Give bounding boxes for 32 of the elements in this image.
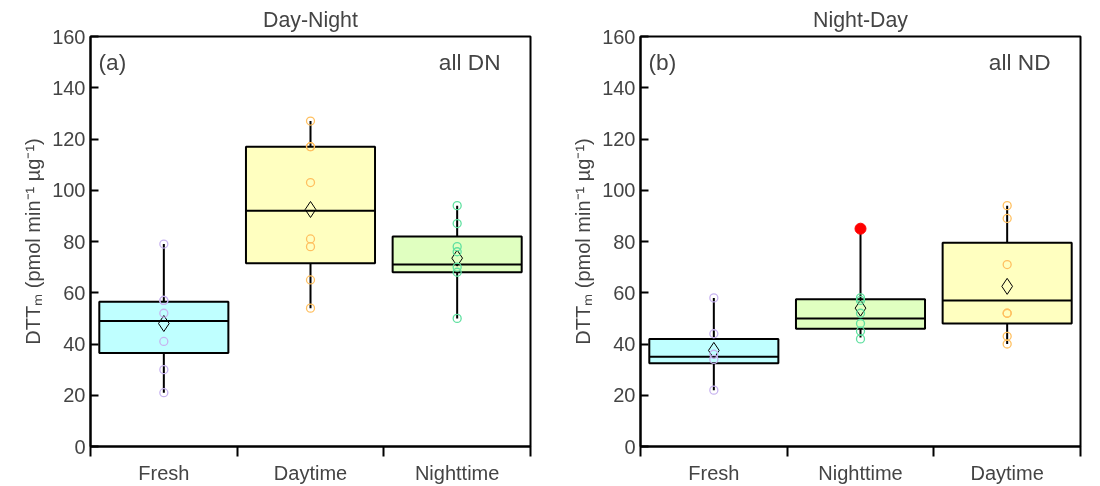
y-tick-label: 40: [613, 333, 636, 355]
y-tick-label: 120: [52, 128, 86, 150]
x-tick-label: Daytime: [970, 461, 1044, 484]
y-tick-label: 160: [602, 25, 636, 48]
x-tick-label: Nighttime: [414, 461, 500, 484]
y-tick-label: 120: [602, 128, 636, 150]
y-axis-title: DTTₘ (pmol min⁻¹ µg⁻¹): [22, 138, 45, 345]
annotation: all ND: [988, 48, 1051, 75]
y-tick-label: 40: [63, 333, 86, 355]
x-tick-label: Fresh: [688, 461, 740, 484]
y-tick-label: 100: [602, 179, 636, 202]
annotation: all DN: [438, 48, 501, 75]
annotation: (a): [98, 48, 127, 75]
y-tick-label: 0: [624, 435, 636, 458]
y-tick-label: 140: [602, 76, 636, 99]
y-tick-label: 140: [52, 76, 86, 99]
annotation: (b): [648, 48, 677, 75]
y-tick-label: 20: [63, 384, 86, 407]
x-tick-label: Fresh: [138, 461, 190, 484]
y-axis-title: DTTₘ (pmol min⁻¹ µg⁻¹): [572, 138, 595, 345]
y-tick-label: 20: [613, 384, 636, 407]
chart-title: Day-Night: [263, 7, 358, 32]
y-tick-label: 0: [74, 435, 86, 458]
y-tick-label: 100: [52, 179, 86, 202]
chart-title: Night-Day: [813, 7, 909, 32]
y-tick-label: 80: [613, 230, 636, 253]
y-tick-label: 60: [613, 281, 636, 304]
y-tick-label: 160: [52, 25, 86, 48]
y-tick-label: 60: [63, 281, 86, 304]
x-tick-label: Nighttime: [818, 461, 903, 484]
x-tick-label: Daytime: [273, 461, 348, 484]
y-tick-label: 80: [63, 230, 86, 253]
